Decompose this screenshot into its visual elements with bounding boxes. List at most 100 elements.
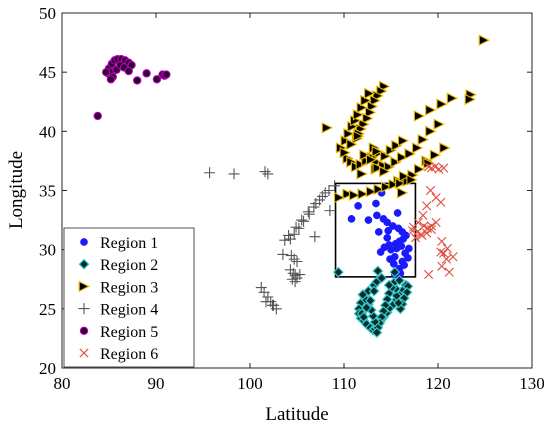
legend-entry: Region 3 xyxy=(78,279,158,296)
series-3 xyxy=(321,34,491,204)
data-point xyxy=(142,69,151,78)
data-point xyxy=(162,70,171,79)
data-point xyxy=(393,209,402,217)
data-point xyxy=(398,170,411,182)
x-tick-label: 110 xyxy=(332,374,357,393)
data-point xyxy=(380,181,393,193)
data-point xyxy=(260,296,272,308)
legend-label: Region 5 xyxy=(100,324,158,341)
legend-marker xyxy=(78,303,90,315)
data-point xyxy=(372,265,384,277)
data-point xyxy=(394,303,406,315)
legend-label: Region 2 xyxy=(100,257,158,274)
legend-label: Region 1 xyxy=(100,235,158,252)
data-point xyxy=(400,261,409,269)
data-points-layer xyxy=(93,34,491,338)
data-point xyxy=(357,289,369,301)
data-point xyxy=(364,295,376,306)
data-point xyxy=(388,178,400,191)
data-point xyxy=(404,148,416,160)
x-tick-label: 130 xyxy=(519,374,545,393)
data-point xyxy=(303,208,315,220)
data-point xyxy=(424,162,434,172)
legend-entry: Region 4 xyxy=(78,302,158,319)
series-1 xyxy=(347,189,413,279)
data-point xyxy=(464,93,476,106)
x-tick-label: 90 xyxy=(148,374,165,393)
data-point xyxy=(373,211,381,220)
y-tick-label: 25 xyxy=(39,300,56,319)
data-point xyxy=(426,224,437,235)
legend-entry: Region 6 xyxy=(79,346,158,363)
data-point xyxy=(361,302,373,314)
data-point xyxy=(406,174,418,186)
series-4 xyxy=(204,166,341,315)
data-point xyxy=(413,163,426,175)
data-point xyxy=(346,138,358,151)
legend: Region 1 Region 2 Region 3 Region 4 Region 5… xyxy=(63,227,195,368)
data-point xyxy=(354,202,362,210)
y-tick-label: 30 xyxy=(39,241,56,260)
data-point xyxy=(372,162,384,174)
data-point xyxy=(448,252,458,262)
data-point xyxy=(391,139,403,152)
data-point xyxy=(376,272,388,284)
data-point xyxy=(442,243,452,254)
data-point xyxy=(364,106,377,119)
data-point xyxy=(389,266,401,278)
data-point xyxy=(436,98,448,110)
data-point xyxy=(439,163,449,173)
legend-label: Region 4 xyxy=(100,302,158,319)
data-point xyxy=(439,248,449,258)
data-point xyxy=(444,267,454,277)
data-point xyxy=(359,149,371,161)
data-point xyxy=(342,188,354,200)
legend-box xyxy=(63,227,195,368)
data-point xyxy=(333,191,346,204)
series-6 xyxy=(408,162,458,280)
data-point xyxy=(425,185,436,196)
data-point xyxy=(302,206,314,218)
y-tick-label: 50 xyxy=(39,4,56,23)
data-point xyxy=(124,66,133,76)
data-point xyxy=(366,100,379,113)
data-point xyxy=(383,218,392,227)
legend-label: Region 3 xyxy=(100,279,158,296)
legend-label: Region 6 xyxy=(100,346,158,363)
data-point xyxy=(376,248,385,256)
data-point xyxy=(396,151,409,164)
data-point xyxy=(255,282,267,294)
data-point xyxy=(357,188,369,200)
legend-marker xyxy=(78,280,91,293)
data-point xyxy=(106,75,116,84)
data-point xyxy=(267,299,279,311)
data-point xyxy=(369,316,381,328)
data-point xyxy=(296,214,308,226)
data-point xyxy=(293,222,305,234)
legend-entry: Region 1 xyxy=(80,235,158,252)
data-point xyxy=(204,167,216,179)
data-point xyxy=(404,254,412,262)
data-point xyxy=(298,215,310,227)
data-point xyxy=(437,261,447,271)
data-point xyxy=(348,189,361,201)
data-point xyxy=(433,118,445,130)
data-point xyxy=(362,112,374,125)
data-point xyxy=(291,256,303,267)
data-point xyxy=(262,168,274,180)
data-point xyxy=(329,180,341,192)
data-point xyxy=(383,279,395,291)
data-point xyxy=(358,311,370,323)
data-point xyxy=(431,217,441,228)
data-point xyxy=(368,285,380,297)
data-point xyxy=(364,87,376,100)
data-point xyxy=(424,269,434,280)
x-tick-label: 100 xyxy=(237,374,263,393)
data-point xyxy=(371,145,383,158)
data-point xyxy=(355,158,367,171)
data-point xyxy=(429,149,442,161)
data-point xyxy=(367,310,379,322)
data-point xyxy=(417,133,429,146)
data-point xyxy=(383,161,396,173)
